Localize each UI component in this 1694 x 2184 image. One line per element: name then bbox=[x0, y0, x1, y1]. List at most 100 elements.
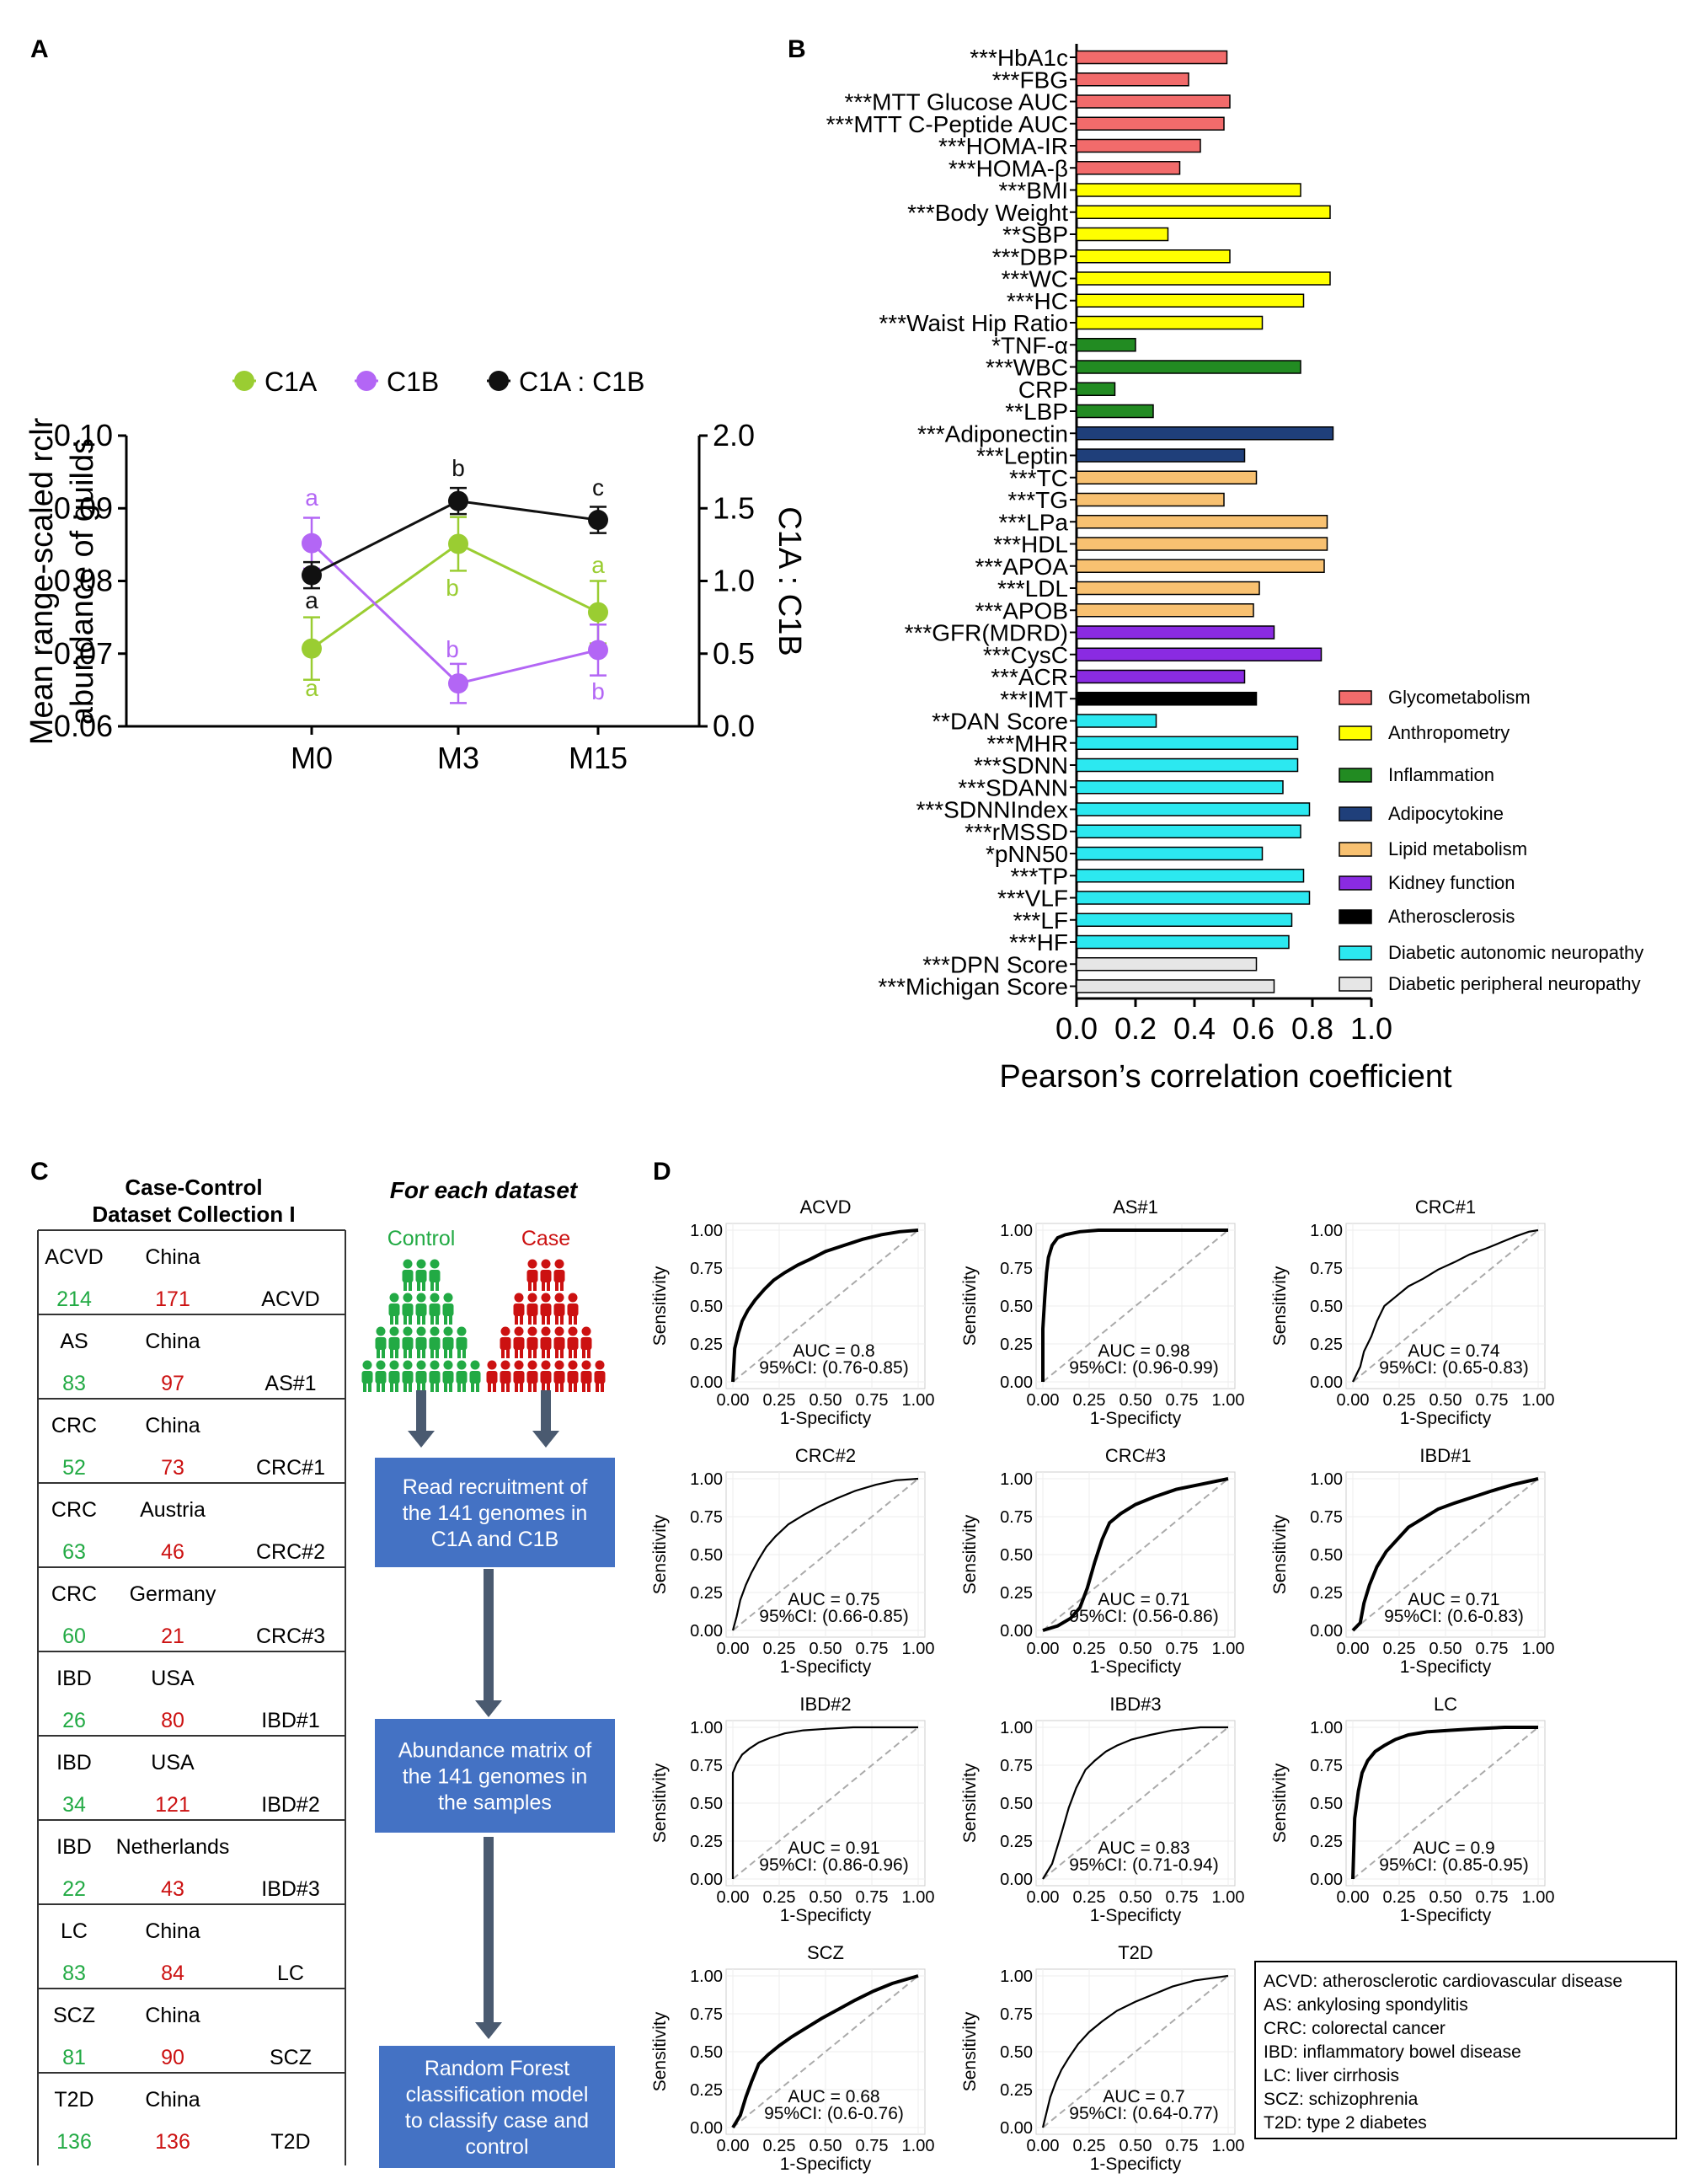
person-icon bbox=[422, 1281, 425, 1291]
bar-label: ***DPN Score bbox=[922, 951, 1068, 977]
roc-auc: AUC = 0.68 bbox=[788, 2087, 879, 2106]
person-icon bbox=[560, 1314, 564, 1325]
roc-x-tick-label: 0.00 bbox=[1337, 1888, 1370, 1907]
roc-y-axis-label: Sensitivity bbox=[960, 1514, 980, 1594]
bar-label: *TNF-α bbox=[991, 332, 1068, 358]
person-icon bbox=[430, 1326, 440, 1336]
reference-diagonal bbox=[732, 1975, 919, 2128]
person-icon bbox=[540, 1270, 552, 1282]
person-icon bbox=[417, 1382, 420, 1392]
person-icon bbox=[457, 1382, 461, 1392]
bar bbox=[1076, 846, 1264, 861]
person-icon bbox=[527, 1326, 537, 1336]
roc-x-tick-label: 0.00 bbox=[717, 1640, 750, 1658]
bar bbox=[1076, 869, 1305, 883]
table-country: Austria bbox=[140, 1498, 206, 1522]
roc-y-axis-label: Sensitivity bbox=[1270, 1266, 1290, 1346]
roc-y-axis-label: Sensitivity bbox=[1270, 1763, 1290, 1843]
person-icon bbox=[542, 1314, 545, 1325]
roc-x-tick-label: 1.00 bbox=[1522, 1391, 1555, 1410]
bar bbox=[1076, 116, 1225, 131]
bar-label: ***APOA bbox=[975, 554, 1069, 580]
person-icon bbox=[462, 1382, 466, 1392]
y-axis-label: Mean range-scaled rclr bbox=[24, 417, 60, 745]
person-icon bbox=[526, 1270, 538, 1282]
data-point bbox=[448, 533, 468, 554]
roc-y-axis-label: Sensitivity bbox=[650, 1266, 670, 1346]
roc-x-axis-label: 1-Specificty bbox=[780, 1657, 872, 1677]
bar bbox=[1076, 94, 1231, 109]
abbreviation-line: ACVD: atherosclerotic cardiovascular dis… bbox=[1264, 1972, 1622, 1991]
person-icon bbox=[429, 1303, 441, 1316]
person-icon bbox=[582, 1382, 585, 1392]
person-icon bbox=[430, 1360, 440, 1370]
bar bbox=[1076, 205, 1331, 219]
person-icon bbox=[390, 1314, 393, 1325]
roc-x-axis-label: 1-Specificty bbox=[1400, 1657, 1492, 1677]
legend-label: C1A bbox=[265, 367, 318, 397]
person-icon bbox=[540, 1337, 552, 1350]
roc-x-tick-label: 0.75 bbox=[856, 1640, 889, 1658]
abbreviation-box bbox=[1254, 1961, 1677, 2139]
roc-y-tick-label: 1.00 bbox=[1000, 1470, 1033, 1489]
roc-x-tick-label: 0.50 bbox=[810, 1888, 842, 1907]
panel-b: B 0.0 0.2 0.4 0.6 0.8 1.0 Pearson’s correlation… bbox=[788, 35, 1643, 1095]
bar-label: ***Michigan Score bbox=[878, 974, 1068, 1000]
bar-label: ***SDANN bbox=[958, 774, 1068, 800]
bar-label: ***HDL bbox=[993, 532, 1068, 558]
table-case-count: 43 bbox=[161, 1877, 184, 1901]
table-control-count: 34 bbox=[62, 1793, 86, 1817]
legend-swatch bbox=[1339, 945, 1372, 961]
person-icon bbox=[442, 1303, 454, 1316]
person-icon bbox=[390, 1382, 393, 1392]
person-icon bbox=[528, 1281, 532, 1291]
reference-diagonal bbox=[732, 1229, 919, 1383]
x-tick-label: M15 bbox=[569, 741, 628, 775]
person-icon bbox=[415, 1371, 427, 1384]
roc-curve bbox=[1351, 1726, 1538, 1880]
x-tick-label: 0.4 bbox=[1173, 1011, 1216, 1046]
person-icon bbox=[403, 1281, 407, 1291]
roc-title: CRC#2 bbox=[795, 1445, 856, 1466]
person-icon bbox=[520, 1314, 523, 1325]
person-icon bbox=[430, 1293, 440, 1303]
roc-x-axis-label: 1-Specificty bbox=[780, 1906, 872, 1925]
person-icon bbox=[541, 1360, 551, 1370]
person-icon bbox=[390, 1348, 393, 1358]
person-icon bbox=[568, 1360, 578, 1370]
roc-x-tick-label: 0.75 bbox=[1166, 1888, 1199, 1907]
bar bbox=[1076, 515, 1328, 529]
table-disease: T2D bbox=[54, 2088, 94, 2112]
flow-box bbox=[375, 1719, 615, 1833]
bar bbox=[1076, 360, 1301, 374]
person-icon bbox=[444, 1382, 447, 1392]
person-icon bbox=[422, 1314, 425, 1325]
person-icon bbox=[409, 1281, 412, 1291]
person-icon bbox=[429, 1337, 441, 1350]
person-icon bbox=[389, 1360, 399, 1370]
roc-x-tick-label: 0.25 bbox=[1073, 1391, 1106, 1410]
person-icon bbox=[542, 1348, 545, 1358]
roc-y-tick-label: 1.00 bbox=[1310, 1222, 1343, 1240]
bar bbox=[1076, 338, 1136, 352]
bar-label: ***Leptin bbox=[976, 443, 1068, 469]
table-title: Dataset Collection I bbox=[92, 1202, 295, 1227]
significance-letter: b bbox=[452, 455, 465, 481]
person-icon bbox=[462, 1348, 466, 1358]
bar-label: ***BMI bbox=[999, 178, 1068, 204]
x-tick-label: 0.0 bbox=[1055, 1011, 1098, 1046]
significance-letter: b bbox=[446, 575, 459, 601]
flow-box-text: classification model bbox=[406, 2083, 589, 2106]
roc-y-tick-label: 0.50 bbox=[690, 2043, 723, 2062]
roc-y-tick-label: 0.00 bbox=[690, 1622, 723, 1641]
table-disease: CRC bbox=[51, 1498, 97, 1522]
roc-title: CRC#1 bbox=[1415, 1196, 1476, 1218]
person-icon bbox=[389, 1293, 399, 1303]
person-icon bbox=[368, 1382, 371, 1392]
person-icon bbox=[429, 1371, 441, 1384]
flow-box-text: control bbox=[465, 2135, 528, 2159]
person-icon bbox=[362, 1360, 372, 1370]
bar bbox=[1076, 757, 1299, 773]
panel-label: B bbox=[788, 35, 806, 63]
table-dataset: CRC#2 bbox=[256, 1540, 325, 1564]
